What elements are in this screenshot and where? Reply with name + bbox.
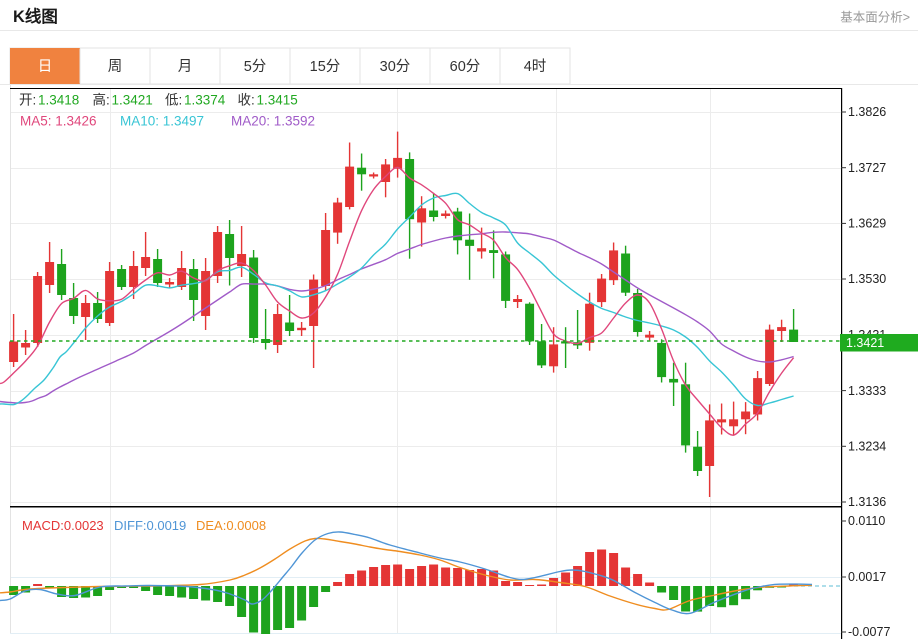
svg-text:0.0110: 0.0110 bbox=[848, 514, 885, 528]
svg-text:1.3530: 1.3530 bbox=[848, 272, 886, 286]
svg-text:0.0017: 0.0017 bbox=[848, 570, 886, 584]
svg-text:1.3629: 1.3629 bbox=[848, 217, 886, 231]
svg-text:1.3418: 1.3418 bbox=[38, 93, 79, 108]
svg-text:60分: 60分 bbox=[450, 58, 481, 75]
svg-text:15分: 15分 bbox=[310, 58, 341, 75]
svg-text:30分: 30分 bbox=[380, 58, 411, 75]
svg-text:-0.0077: -0.0077 bbox=[848, 625, 890, 639]
svg-text:DIFF:0.0019: DIFF:0.0019 bbox=[114, 518, 186, 533]
svg-text:开:: 开: bbox=[19, 93, 36, 108]
svg-text:DEA:0.0008: DEA:0.0008 bbox=[196, 518, 266, 533]
svg-text:1.3374: 1.3374 bbox=[184, 93, 226, 108]
svg-text:高:: 高: bbox=[93, 92, 110, 108]
svg-text:MA10: 1.3497: MA10: 1.3497 bbox=[120, 114, 204, 129]
svg-text:1.3136: 1.3136 bbox=[848, 495, 886, 509]
svg-text:周: 周 bbox=[108, 59, 123, 75]
svg-text:MA20: 1.3592: MA20: 1.3592 bbox=[231, 114, 315, 129]
svg-text:4时: 4时 bbox=[524, 58, 547, 75]
svg-text:1.3826: 1.3826 bbox=[848, 105, 886, 119]
svg-text:1.3415: 1.3415 bbox=[257, 93, 298, 108]
svg-text:MA5: 1.3426: MA5: 1.3426 bbox=[20, 114, 97, 129]
svg-text:1.3234: 1.3234 bbox=[848, 440, 886, 454]
svg-text:K线图: K线图 bbox=[13, 6, 58, 26]
svg-text:5分: 5分 bbox=[244, 58, 267, 75]
svg-text:1.3421: 1.3421 bbox=[112, 93, 153, 108]
svg-text:基本面分析>: 基本面分析> bbox=[840, 11, 910, 25]
svg-text:1.3333: 1.3333 bbox=[848, 384, 886, 398]
svg-text:1.3727: 1.3727 bbox=[848, 161, 886, 175]
svg-text:收:: 收: bbox=[238, 93, 255, 108]
svg-text:月: 月 bbox=[178, 59, 193, 75]
svg-text:1.3421: 1.3421 bbox=[846, 336, 884, 350]
svg-text:日: 日 bbox=[38, 59, 53, 75]
svg-text:MACD:0.0023: MACD:0.0023 bbox=[22, 518, 104, 533]
svg-text:低:: 低: bbox=[165, 93, 182, 108]
